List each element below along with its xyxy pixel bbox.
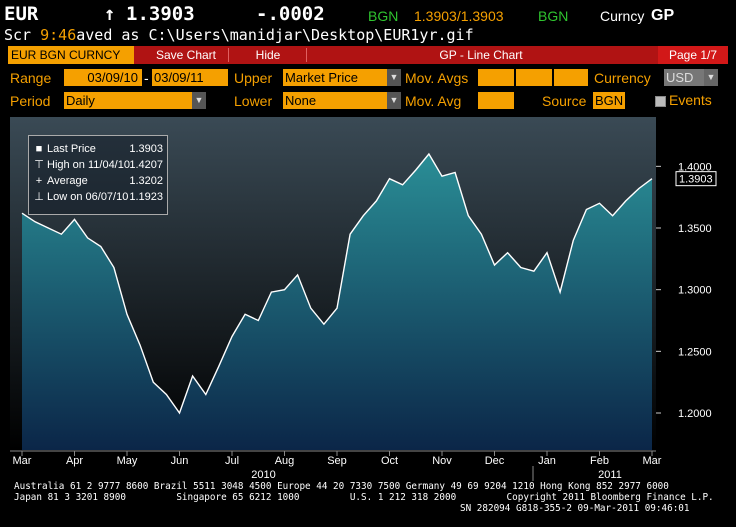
- status-message: aved as C:\Users\manidjar\Desktop\EUR1yr…: [76, 26, 474, 44]
- chevron-down-icon[interactable]: ▼: [387, 92, 401, 109]
- x-tick-label: Nov: [432, 455, 452, 467]
- footer-contacts-2: Japan 81 3 3201 8900 Singapore 65 6212 1…: [14, 492, 714, 503]
- save-chart-button[interactable]: Save Chart: [155, 48, 217, 62]
- y-tick-label: 1.4000: [678, 161, 712, 173]
- y-tick-label: 1.2000: [678, 408, 712, 420]
- events-checkbox[interactable]: [655, 96, 666, 107]
- x-tick-label: Apr: [66, 455, 83, 467]
- chevron-down-icon[interactable]: ▼: [387, 69, 401, 86]
- source-label: Source: [542, 93, 587, 109]
- mov-avg-2-input[interactable]: [516, 69, 552, 86]
- lower-mov-avg-input[interactable]: [478, 92, 514, 109]
- year-label: 2010: [251, 469, 275, 481]
- legend-low-label: Low on 06/07/10: [47, 191, 129, 203]
- legend-last-price: ■ Last Price 1.3903: [33, 142, 163, 156]
- currency-label: Currency: [594, 70, 651, 86]
- period-select[interactable]: Daily: [64, 92, 192, 109]
- legend-average-label: Average: [47, 175, 88, 187]
- mov-avg-3-input[interactable]: [554, 69, 588, 86]
- legend-high-label: High on 11/04/10: [47, 159, 130, 171]
- legend-average-value: 1.3202: [129, 175, 163, 187]
- price-change: -.0002: [256, 3, 325, 25]
- period-label: Period: [10, 93, 51, 109]
- y-tick-label: 1.2500: [678, 346, 712, 358]
- square-icon: ■: [35, 143, 43, 155]
- currency-select[interactable]: USD: [664, 69, 704, 86]
- mov-avg-1-input[interactable]: [478, 69, 514, 86]
- upper-select[interactable]: Market Price: [283, 69, 387, 86]
- chart-title-tab: GP - Line Chart: [439, 48, 523, 62]
- last-price: 1.3903: [126, 3, 195, 25]
- mov-avgs-label: Mov. Avgs: [405, 70, 469, 86]
- price-area: [22, 154, 652, 450]
- price-direction-arrow-icon: ↑: [104, 3, 116, 25]
- legend-low: ⊥ Low on 06/07/10 1.1923: [33, 190, 163, 204]
- legend-average: + Average 1.3202: [33, 174, 163, 188]
- low-marker-icon: ⊥: [34, 191, 44, 203]
- security-tab[interactable]: EUR BGN CURNCY: [8, 46, 134, 64]
- ticker: EUR: [4, 3, 39, 25]
- range-end-input[interactable]: 03/09/11: [152, 69, 228, 86]
- y-tick-label: 1.3500: [678, 223, 712, 235]
- chevron-down-icon[interactable]: ▼: [192, 92, 206, 109]
- status-line: Scr 9:46aved as C:\Users\manidjar\Deskto…: [4, 26, 474, 44]
- range-label: Range: [10, 70, 52, 86]
- function-name: GP: [651, 7, 675, 24]
- last-price-marker: [675, 171, 717, 187]
- range-start-input[interactable]: 03/09/10: [64, 69, 142, 86]
- legend-last-price-value: 1.3903: [129, 143, 163, 155]
- source-tag: BGN: [368, 8, 399, 24]
- tab-divider: [228, 48, 229, 62]
- upper-label: Upper: [234, 70, 273, 86]
- market-sector: Curncy: [600, 8, 645, 24]
- x-tick-label: Mar: [13, 455, 32, 467]
- footer-contacts-1: Australia 61 2 9777 8600 Brazil 5511 304…: [14, 481, 669, 492]
- page-indicator[interactable]: Page 1/7: [658, 46, 728, 64]
- y-axis-background: [656, 117, 674, 450]
- legend-low-value: 1.1923: [129, 191, 163, 203]
- last-price-marker-label: 1.3903: [679, 174, 713, 186]
- lower-label: Lower: [234, 93, 273, 109]
- footer-serial: SN 282094 G818-355-2 09-Mar-2011 09:46:0…: [460, 503, 690, 514]
- x-tick-label: Feb: [590, 455, 609, 467]
- range-dash: -: [144, 70, 149, 86]
- chart-legend: ■ Last Price 1.3903 ⊤ High on 11/04/10 1…: [28, 135, 168, 215]
- x-tick-label: Mar: [643, 455, 662, 467]
- year-label: 2011: [598, 469, 622, 481]
- quote-header: EUR ↑ 1.3903 -.0002 BGN 1.3903/1.3903 BG…: [0, 0, 736, 28]
- legend-high: ⊤ High on 11/04/10 1.4207: [33, 158, 163, 172]
- x-tick-label: Jun: [171, 455, 189, 467]
- y-tick-label: 1.3000: [678, 285, 712, 297]
- status-time: 9:46: [40, 26, 77, 44]
- hide-button[interactable]: Hide: [255, 48, 281, 62]
- x-tick-label: Jan: [538, 455, 556, 467]
- x-tick-label: May: [117, 455, 138, 467]
- x-tick-label: Sep: [327, 455, 347, 467]
- events-label: Events: [669, 92, 712, 108]
- legend-last-price-label: Last Price: [47, 143, 96, 155]
- high-marker-icon: ⊤: [34, 159, 44, 171]
- chevron-down-icon[interactable]: ▼: [704, 69, 718, 86]
- lower-select[interactable]: None: [283, 92, 387, 109]
- mov-avg-label: Mov. Avg: [405, 93, 462, 109]
- source-tag-2: BGN: [538, 8, 569, 24]
- tab-divider: [306, 48, 307, 62]
- x-tick-label: Jul: [225, 455, 239, 467]
- x-tick-label: Aug: [275, 455, 295, 467]
- status-prefix: Scr: [4, 26, 41, 44]
- legend-high-value: 1.4207: [129, 159, 163, 171]
- bid-ask: 1.3903/1.3903: [414, 8, 504, 24]
- x-tick-label: Dec: [485, 455, 505, 467]
- source-input[interactable]: BGN: [593, 92, 625, 109]
- x-tick-label: Oct: [381, 455, 398, 467]
- price-line: [21, 152, 653, 415]
- average-marker-icon: +: [35, 175, 43, 187]
- function-tab-bar: EUR BGN CURNCY Save Chart Hide GP - Line…: [8, 46, 728, 64]
